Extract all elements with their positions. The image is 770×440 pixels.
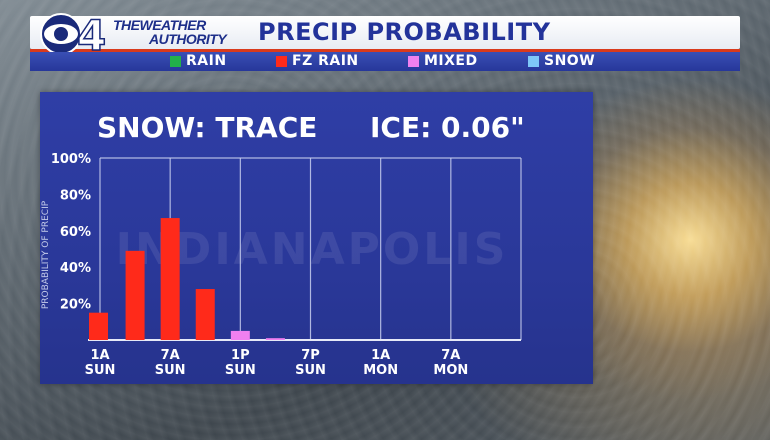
legend-label-rain: RAIN — [186, 53, 227, 69]
y-tick-label-40: 40% — [60, 261, 91, 276]
legend-label-fz-rain: FZ RAIN — [292, 53, 359, 69]
bar-hour-6 — [160, 218, 180, 340]
y-axis-label: PROBABILITY OF PRECIP — [41, 200, 51, 309]
x-tick-label-1-line2: SUN — [155, 363, 186, 378]
legend-bar: RAIN FZ RAIN MIXED SNOW — [30, 52, 740, 71]
channel-number: 4 — [77, 11, 106, 56]
x-tick-label-3-line1: 7P — [301, 348, 320, 363]
legend-swatch-rain — [170, 56, 181, 67]
brand-wordmark: THEWEATHER AUTHORITY — [113, 17, 253, 49]
bar-hour-0 — [89, 312, 108, 340]
legend-swatch-fz-rain — [276, 56, 287, 67]
x-tick-label-4-line1: 1A — [371, 348, 390, 363]
bar-hour-15 — [265, 338, 285, 340]
x-tick-label-2-line2: SUN — [225, 363, 256, 378]
header-accent-stripe — [30, 49, 740, 52]
legend-swatch-snow — [528, 56, 539, 67]
header-banner — [30, 16, 740, 49]
x-tick-label-0-line2: SUN — [85, 363, 116, 378]
legend-label-snow: SNOW — [544, 53, 596, 69]
x-tick-label-5-line1: 7A — [441, 348, 460, 363]
x-tick-label-0-line1: 1A — [90, 348, 109, 363]
brand-line2: AUTHORITY — [149, 31, 227, 47]
x-tick-label-1-line1: 7A — [161, 348, 180, 363]
station-logo: 4 — [40, 10, 107, 56]
page-title: PRECIP PROBABILITY — [258, 18, 551, 46]
bar-hour-12 — [230, 330, 250, 340]
y-tick-label-20: 20% — [60, 298, 91, 313]
y-tick-label-60: 60% — [60, 225, 91, 240]
legend-swatch-mixed — [408, 56, 419, 67]
bar-hour-9 — [195, 289, 215, 340]
legend-label-mixed: MIXED — [424, 53, 478, 69]
x-tick-label-4-line2: MON — [363, 363, 398, 378]
x-tick-label-3-line2: SUN — [295, 363, 326, 378]
x-tick-label-2-line1: 1P — [231, 348, 250, 363]
bar-hour-3 — [125, 250, 145, 340]
snow-total: SNOW: TRACE — [97, 111, 318, 144]
brand-line1: THEWEATHER — [113, 17, 206, 33]
y-tick-label-100: 100% — [51, 152, 91, 167]
ice-total: ICE: 0.06" — [370, 111, 525, 144]
y-tick-label-80: 80% — [60, 188, 91, 203]
x-tick-label-5-line2: MON — [433, 363, 468, 378]
